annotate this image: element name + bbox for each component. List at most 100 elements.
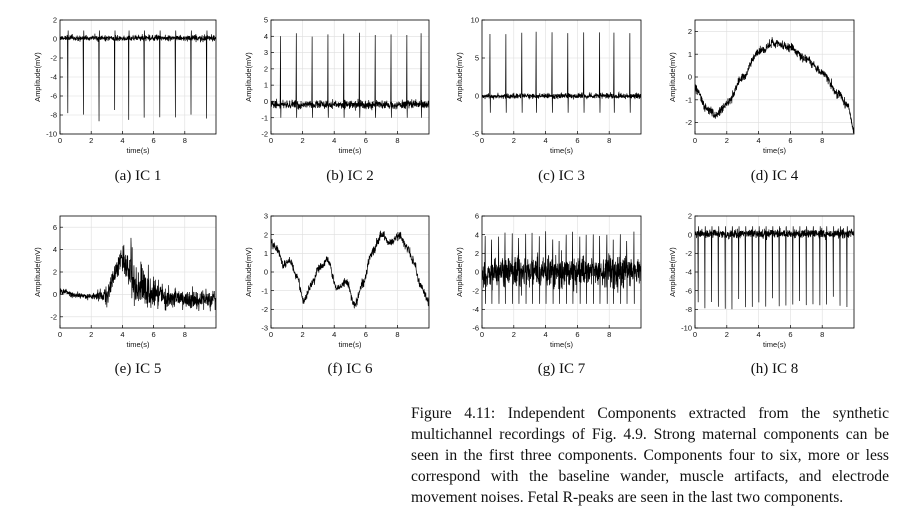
y-axis-label: Amplitude(mV) — [455, 247, 464, 297]
y-axis-label: Amplitude(mV) — [668, 247, 677, 297]
x-tick-label: 2 — [512, 136, 516, 145]
y-tick-label: -4 — [50, 73, 57, 82]
chart-panel-1: 0 2 4 6 8 2 0 -2 -4 -6 -8 -10 time(s) Amplitude(mV) (a… — [33, 16, 217, 184]
y-tick-label: -3 — [261, 324, 268, 333]
x-tick-label: 0 — [480, 330, 484, 339]
y-tick-label: -2 — [50, 312, 57, 321]
x-tick-label: 0 — [269, 330, 273, 339]
x-axis-label: time(s) — [550, 340, 573, 349]
x-tick-label: 0 — [693, 136, 697, 145]
subfigure-caption: (a) IC 1 — [115, 168, 162, 184]
x-axis-label: time(s) — [339, 340, 362, 349]
y-axis-label: Amplitude(mV) — [668, 52, 677, 102]
y-tick-label: -10 — [681, 324, 692, 333]
x-tick-label: 4 — [757, 136, 761, 145]
y-tick-label: 0 — [264, 97, 268, 106]
series-line — [695, 37, 854, 134]
figure-caption: Figure 4.11: Independent Components extr… — [411, 403, 889, 508]
series-line — [482, 31, 641, 113]
subfigure-caption: (e) IC 5 — [115, 361, 162, 377]
y-tick-label: 4 — [53, 245, 57, 254]
y-tick-label: 3 — [264, 212, 268, 221]
x-tick-label: 4 — [120, 330, 124, 339]
chart-panel-8: 0 2 4 6 8 2 0 -2 -4 -6 -8 -10 time(s) Amplitude(mV) (h… — [668, 212, 855, 377]
y-tick-label: 5 — [264, 16, 268, 25]
y-tick-label: -6 — [50, 92, 57, 101]
x-axis-label: time(s) — [127, 340, 150, 349]
x-tick-label: 6 — [364, 330, 368, 339]
y-tick-label: 6 — [53, 223, 57, 232]
grid — [59, 216, 216, 328]
x-tick-label: 6 — [152, 330, 156, 339]
x-tick-label: 6 — [575, 330, 579, 339]
x-tick-label: 4 — [544, 136, 548, 145]
y-tick-label: 0 — [53, 35, 57, 44]
x-tick-label: 2 — [301, 330, 305, 339]
x-tick-label: 4 — [757, 330, 761, 339]
x-tick-label: 4 — [332, 330, 336, 339]
x-tick-label: 6 — [788, 136, 792, 145]
y-tick-label: 2 — [264, 64, 268, 73]
x-tick-label: 8 — [183, 136, 187, 145]
grid — [270, 19, 429, 135]
y-tick-label: 1 — [264, 249, 268, 258]
y-tick-label: -2 — [261, 130, 268, 139]
series-line — [271, 32, 429, 118]
y-tick-label: -1 — [685, 95, 692, 104]
y-tick-label: 0 — [475, 268, 479, 277]
y-tick-label: 2 — [53, 268, 57, 277]
y-tick-label: 6 — [475, 212, 479, 221]
y-tick-label: 0 — [475, 92, 479, 101]
x-axis-label: time(s) — [339, 146, 362, 155]
series-line — [271, 230, 429, 309]
x-tick-label: 2 — [89, 136, 93, 145]
y-tick-label: 0 — [688, 73, 692, 82]
y-tick-label: 4 — [475, 230, 479, 239]
y-tick-label: 2 — [53, 16, 57, 25]
x-tick-label: 2 — [725, 330, 729, 339]
y-tick-label: -10 — [46, 130, 57, 139]
series-line — [482, 231, 641, 304]
y-tick-label: 2 — [688, 212, 692, 221]
x-tick-label: 0 — [58, 136, 62, 145]
y-tick-label: -2 — [685, 118, 692, 127]
x-tick-label: 4 — [332, 136, 336, 145]
x-tick-label: 6 — [364, 136, 368, 145]
y-tick-label: 0 — [264, 268, 268, 277]
plot-frame — [481, 19, 642, 135]
series-line — [60, 237, 216, 312]
y-tick-label: 10 — [471, 16, 479, 25]
subfigure-caption: (d) IC 4 — [751, 168, 799, 184]
series-line — [695, 226, 854, 310]
plot-frame — [270, 19, 430, 135]
grid — [270, 215, 429, 329]
x-tick-label: 6 — [788, 330, 792, 339]
y-axis-label: Amplitude(mV) — [33, 247, 42, 297]
y-tick-label: -5 — [472, 130, 479, 139]
x-tick-label: 6 — [575, 136, 579, 145]
y-tick-label: -1 — [261, 286, 268, 295]
x-tick-label: 2 — [725, 136, 729, 145]
y-tick-label: -1 — [261, 113, 268, 122]
y-axis-label: Amplitude(mV) — [33, 52, 42, 102]
subfigure-caption: (g) IC 7 — [538, 361, 586, 377]
y-tick-label: -6 — [472, 324, 479, 333]
x-axis-label: time(s) — [763, 146, 786, 155]
chart-panel-7: 0 2 4 6 8 6 4 2 0 -2 -4 -6 time(s) Amplitude(mV) (g) I… — [455, 212, 642, 377]
x-tick-label: 4 — [544, 330, 548, 339]
subfigure-caption: (h) IC 8 — [751, 361, 799, 377]
caption-text: Independent Components extracted from th… — [411, 405, 890, 506]
x-tick-label: 8 — [607, 330, 611, 339]
x-tick-label: 6 — [152, 136, 156, 145]
y-tick-label: -8 — [50, 111, 57, 120]
chart-panel-6: 0 2 4 6 8 3 2 1 0 -1 -2 -3 time(s) Amplitude(mV) (f) I… — [244, 212, 430, 377]
y-tick-label: 0 — [53, 290, 57, 299]
x-tick-label: 8 — [395, 330, 399, 339]
y-tick-label: -4 — [472, 305, 479, 314]
y-tick-label: -8 — [685, 305, 692, 314]
x-axis-label: time(s) — [127, 146, 150, 155]
y-tick-label: 2 — [475, 249, 479, 258]
